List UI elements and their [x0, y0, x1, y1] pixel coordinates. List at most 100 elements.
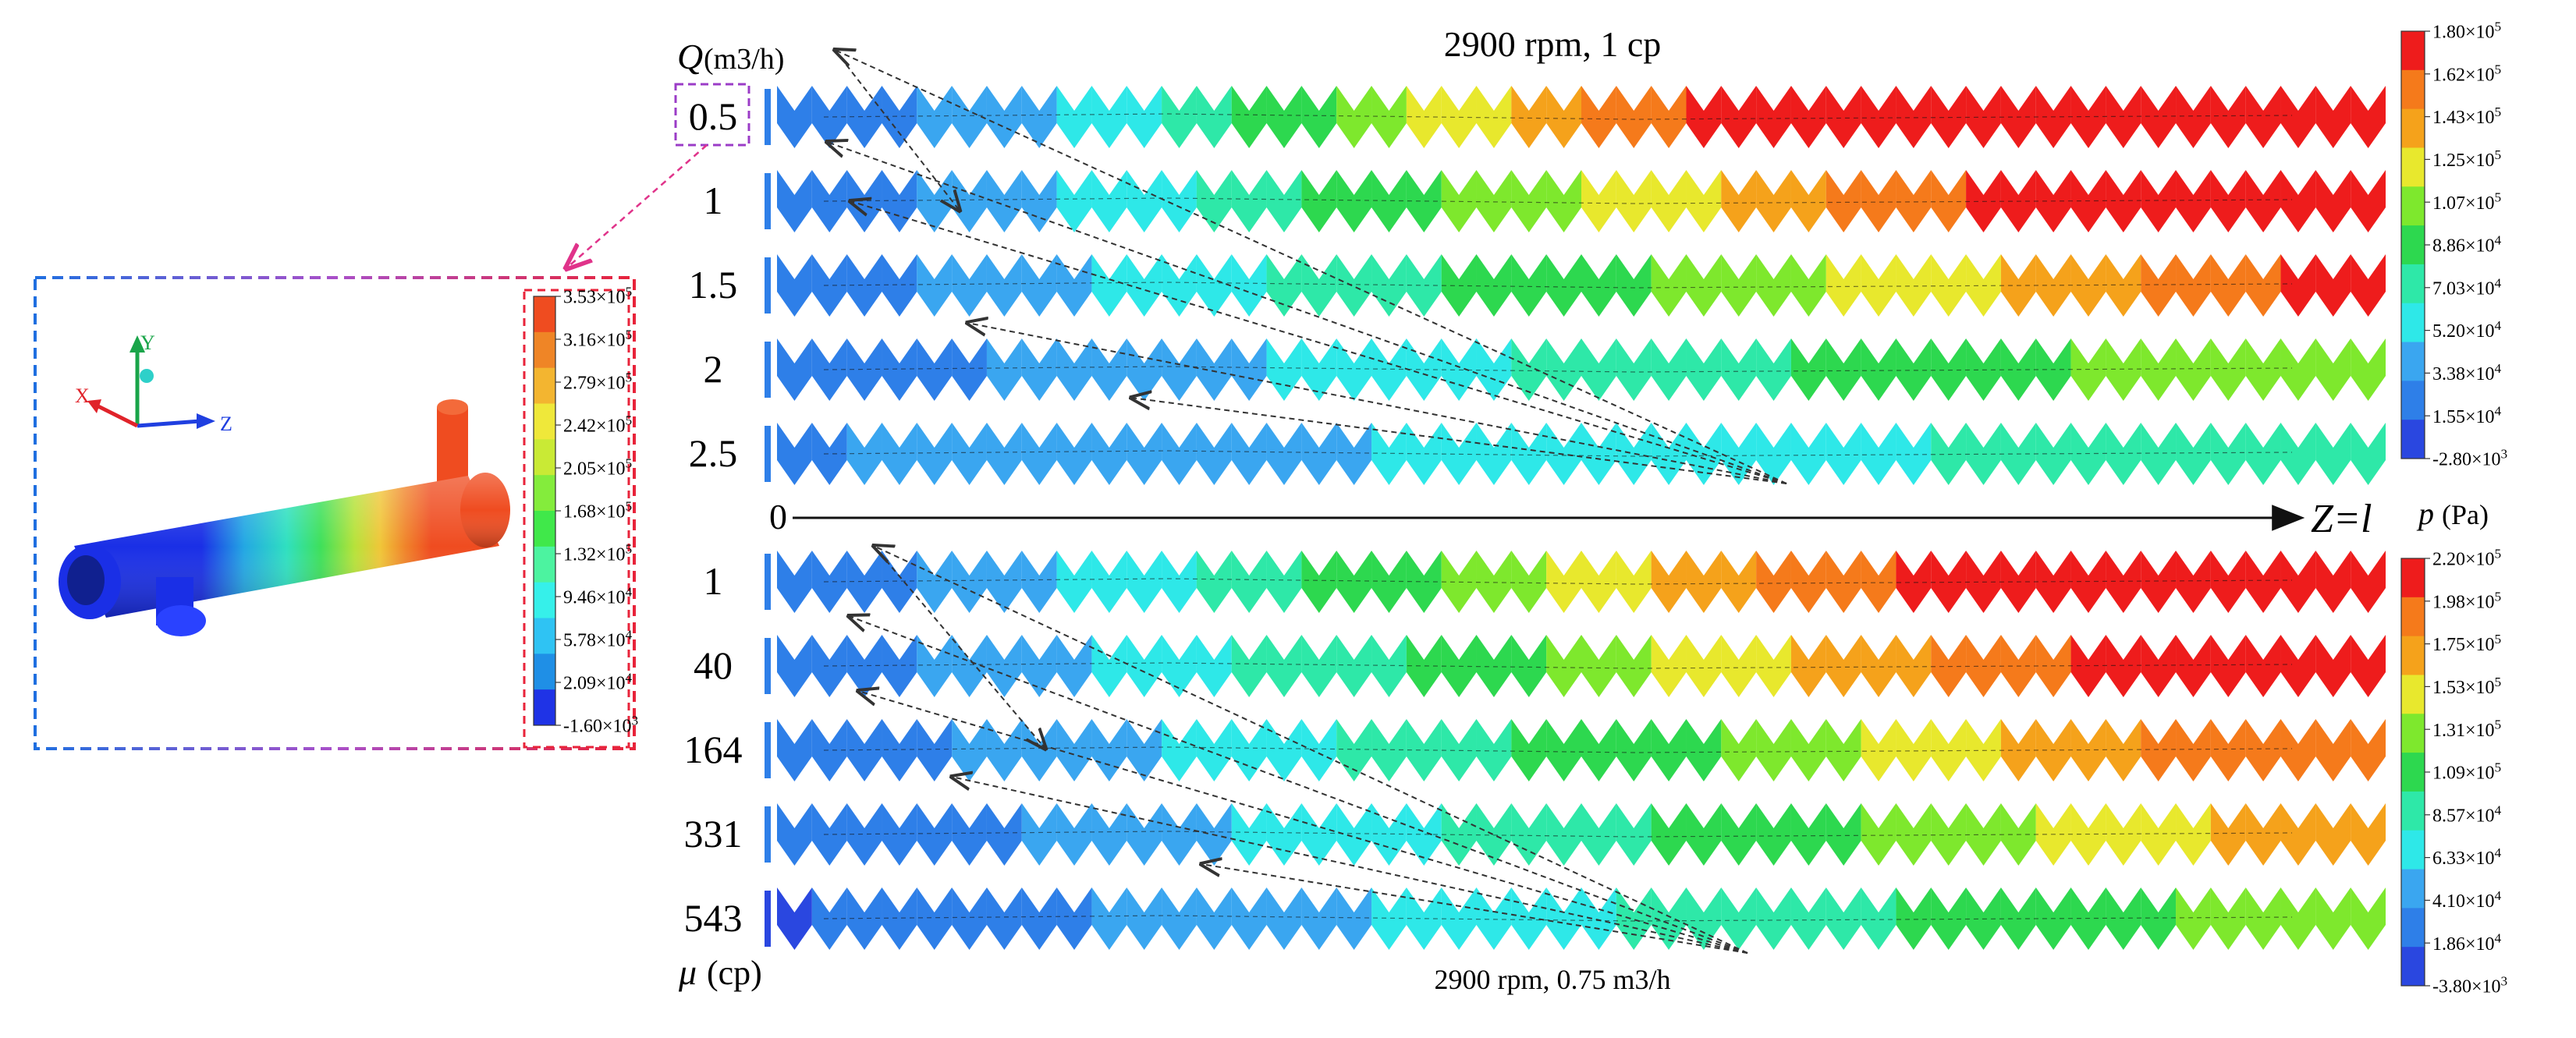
helix-tooth [1861, 338, 1897, 401]
helix-tooth [1756, 887, 1791, 950]
helix-tooth [2210, 254, 2246, 317]
helix-tooth [2315, 86, 2351, 148]
helix-tooth [777, 170, 812, 232]
helix-tooth [1686, 803, 1722, 866]
helix-tooth [2351, 423, 2386, 485]
helix-tooth [1196, 887, 1232, 950]
row-inlet-cap [765, 554, 771, 610]
helix-tooth [846, 635, 882, 697]
helix-tooth [1056, 338, 1092, 401]
helix-tooth [1721, 719, 1757, 781]
helix-tooth [952, 719, 987, 781]
helix-tooth [1861, 86, 1897, 148]
pressure-unit-label: (Pa) [2442, 499, 2489, 530]
helix-tooth [2141, 551, 2177, 613]
colorbar-swatch [2401, 108, 2425, 148]
helix-tooth [1756, 170, 1791, 232]
helix-tooth [811, 803, 847, 866]
helix-tooth [1162, 719, 1197, 781]
helix-tooth [1686, 254, 1722, 317]
helix-tooth [1896, 719, 1932, 781]
helix-tooth [1616, 887, 1652, 950]
helix-tooth [1336, 86, 1372, 148]
helix-tooth [952, 338, 987, 401]
helix-tooth [2280, 887, 2316, 950]
z-axis-start-label: 0 [769, 497, 787, 537]
trend-arrow [1201, 864, 1748, 954]
helix-tooth [1896, 551, 1932, 613]
helix-tooth [1581, 254, 1616, 317]
row-inlet-cap [765, 806, 771, 863]
helix-tooth [2176, 170, 2211, 232]
helix-tooth [1546, 170, 1581, 232]
helix-tooth [1826, 551, 1861, 613]
helix-tooth [811, 887, 847, 950]
helix-tooth [882, 423, 917, 485]
helix-tooth [1162, 254, 1197, 317]
helix-tooth [1686, 635, 1722, 697]
helix-tooth [1546, 635, 1581, 697]
helix-tooth [2106, 86, 2141, 148]
helix-tooth [1861, 635, 1897, 697]
helix-tooth [1896, 170, 1932, 232]
helix-tooth [1686, 170, 1722, 232]
colorbar-swatch [2401, 147, 2425, 187]
helix-tooth [1546, 254, 1581, 317]
trend-arrow [858, 691, 1748, 954]
helix-tooth [1896, 635, 1932, 697]
helix-tooth [1511, 719, 1547, 781]
helix-tooth [1931, 551, 1967, 613]
helix-tooth [2141, 254, 2177, 317]
helix-tooth [1686, 719, 1722, 781]
helix-tooth [917, 803, 953, 866]
colorbar-swatch [2401, 264, 2425, 304]
helix-tooth [1651, 170, 1687, 232]
helix-tooth [1861, 551, 1897, 613]
helix-tooth [1721, 635, 1757, 697]
helix-tooth [1162, 86, 1197, 148]
helix-tooth [2315, 719, 2351, 781]
helix-tooth [1056, 170, 1092, 232]
helix-tooth [2245, 551, 2281, 613]
helix-tooth [1196, 254, 1232, 317]
helix-tooth [1266, 887, 1302, 950]
helix-tooth [811, 551, 847, 613]
colorbar-swatch [2401, 830, 2425, 870]
helix-tooth [2210, 803, 2246, 866]
q-row-0.5 [765, 86, 2386, 148]
helix-tooth [1931, 803, 1967, 866]
helix-tooth [2106, 338, 2141, 401]
helix-tooth [2210, 887, 2246, 950]
trend-arrow [850, 201, 1787, 484]
helix-tooth [1021, 254, 1057, 317]
helix-tooth [2176, 551, 2211, 613]
helix-tooth [1336, 635, 1372, 697]
helix-tooth [1790, 803, 1826, 866]
helix-tooth [2245, 86, 2281, 148]
bottom-colorbar-label: 4.10×104 [2432, 888, 2502, 912]
helix-tooth [1336, 719, 1372, 781]
helix-tooth [846, 338, 882, 401]
helix-tooth [2210, 86, 2246, 148]
helix-tooth [986, 170, 1022, 232]
helix-tooth [952, 423, 987, 485]
helix-tooth [1511, 887, 1547, 950]
bottom-colorbar-labels: 2.20×105 1.98×105 1.75×105 1.53×105 1.31×105… [2425, 547, 2507, 997]
helix-tooth [1581, 635, 1616, 697]
inset-colorbar-label: 1.32×105 [563, 542, 632, 565]
helix-tooth [1371, 86, 1407, 148]
pressure-unit-var: p [2416, 496, 2434, 531]
helix-tooth [1511, 551, 1547, 613]
helix-tooth [1651, 551, 1687, 613]
helix-tooth [917, 86, 953, 148]
bottom-colorbar-label: 1.98×105 [2432, 589, 2501, 612]
helix-tooth [1651, 338, 1687, 401]
helix-tooth [1511, 803, 1547, 866]
colorbar-swatch [534, 367, 555, 404]
helix-tooth [2106, 423, 2141, 485]
q-row-label: 2 [704, 347, 723, 391]
helix-tooth [917, 635, 953, 697]
helix-tooth [1861, 423, 1897, 485]
top-colorbar-label: 1.62×105 [2432, 62, 2501, 85]
helix-tooth [1021, 170, 1057, 232]
